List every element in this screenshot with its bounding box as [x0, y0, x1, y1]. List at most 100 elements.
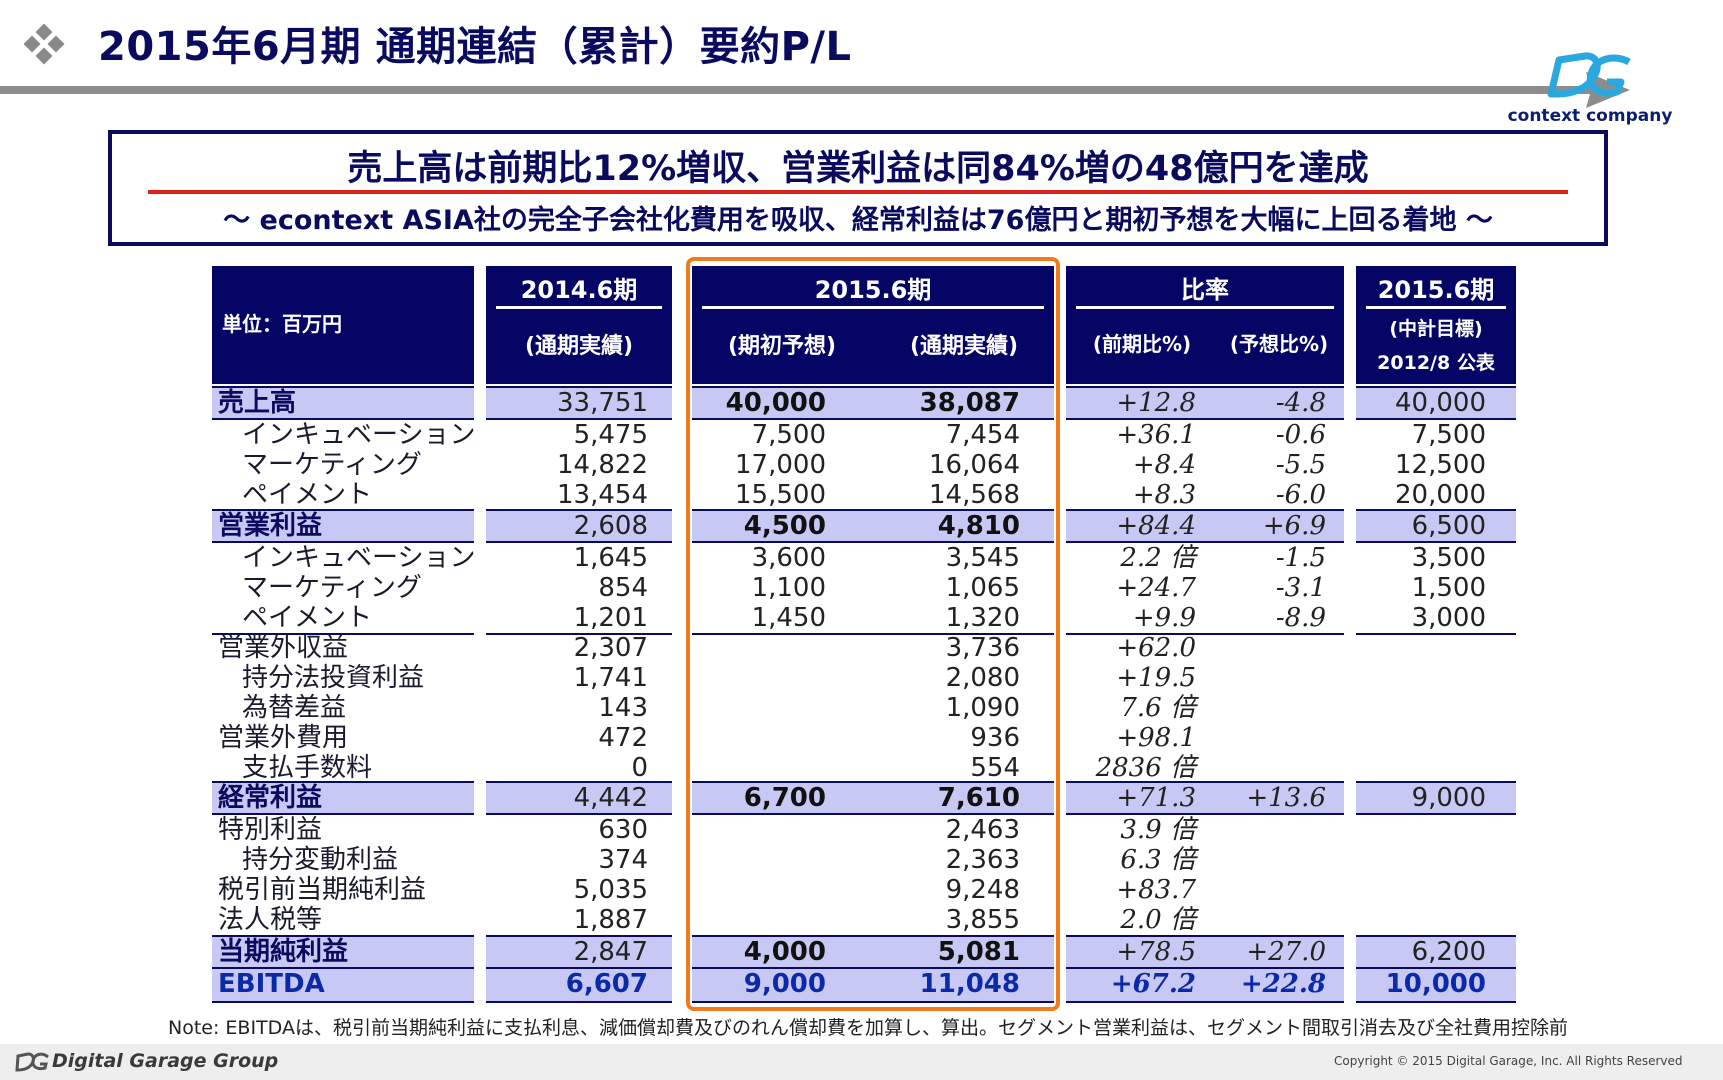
row-highlight: [1066, 936, 1344, 967]
cell-actual: 2,463: [945, 815, 1020, 845]
cell-target: 3,000: [1411, 603, 1486, 633]
cell-yoy: 2.2 倍: [1120, 543, 1196, 573]
row-rule: [1066, 967, 1344, 969]
cell-label: 持分変動利益: [242, 845, 399, 875]
cell-plan: -0.6: [1275, 420, 1326, 450]
row-rule: [1066, 1001, 1344, 1003]
row-rule: [486, 541, 672, 543]
cell-plan: +13.6: [1246, 783, 1326, 813]
row-highlight: [692, 968, 1054, 1001]
cell-target: [1356, 693, 1486, 723]
row-rule: [486, 935, 672, 937]
row-rule: [1066, 418, 1344, 420]
row-highlight: [212, 936, 474, 967]
cell-plan: -1.5: [1275, 543, 1326, 573]
row-highlight: [692, 387, 1054, 418]
header-fy2014-sub: (通期実績): [524, 334, 634, 359]
cell-label: 税引前当期純利益: [218, 875, 427, 905]
row-rule: [1356, 633, 1516, 635]
row-rule: [486, 633, 672, 635]
headline-sub: ～ econtext ASIA社の完全子会社化費用を吸収、経常利益は76億円と期…: [223, 205, 1493, 236]
row-highlight: [486, 968, 672, 1001]
row-highlight: [486, 782, 672, 813]
footer-copyright: Copyright © 2015 Digital Garage, Inc. Al…: [1334, 1054, 1683, 1068]
cell-actual: 2,363: [945, 845, 1020, 875]
cell-target: [1356, 753, 1486, 783]
row-rule: [1356, 386, 1516, 388]
row-rule: [1356, 509, 1516, 511]
cell-label: マーケティング: [242, 450, 422, 480]
header-target: 2015.6期 (中計目標) 2012/8 公表: [1356, 266, 1516, 384]
row-rule: [212, 386, 474, 388]
cell-label: ペイメント: [242, 480, 373, 510]
cell-label: ペイメント: [242, 603, 373, 633]
cell-actual: 38,087: [919, 388, 1020, 418]
row-rule: [486, 967, 672, 969]
cell-yoy: 3.9 倍: [1120, 815, 1196, 845]
row-rule: [212, 541, 474, 543]
footnote: Note: EBITDAは、税引前当期純利益に支払利息、減価償却費及びのれん償却…: [168, 1017, 1568, 1039]
row-highlight: [1356, 510, 1516, 541]
row-rule: [1356, 967, 1516, 969]
row-highlight: [1356, 782, 1516, 813]
header-ratio-yoy: (前期比%): [1092, 332, 1192, 356]
row-rule: [1066, 935, 1344, 937]
cell-target: [1356, 875, 1486, 905]
cell-plan: [1196, 693, 1326, 723]
cell-plan: [1196, 875, 1326, 905]
cell-yoy: 2.0 倍: [1120, 905, 1196, 935]
cell-actual: 4,810: [937, 511, 1020, 541]
cell-target: 3,500: [1411, 543, 1486, 573]
row-highlight: [692, 782, 1054, 813]
cell-actual: 3,855: [945, 905, 1020, 935]
row-rule: [486, 386, 672, 388]
cell-actual: 7,610: [937, 783, 1020, 813]
row-rule: [692, 935, 1054, 937]
cell-fy2014: 4,442: [573, 783, 648, 813]
cell-target: 10,000: [1385, 969, 1486, 999]
header-fy2014-title: 2014.6期: [520, 276, 638, 304]
cell-fy2014: 2,847: [573, 937, 648, 967]
cell-fy2014: 13,454: [557, 480, 648, 510]
cell-yoy: +12.8: [1116, 388, 1196, 418]
row-highlight: [692, 936, 1054, 967]
cell-actual: 554: [970, 753, 1020, 783]
cell-target: 9,000: [1411, 783, 1486, 813]
cell-actual: 3,736: [945, 633, 1020, 663]
cell-label: 営業利益: [218, 511, 323, 541]
cell-forecast: 40,000: [725, 388, 826, 418]
cell-yoy: +62.0: [1116, 633, 1196, 663]
cell-forecast: 6,700: [743, 783, 826, 813]
cell-fy2014: 2,608: [573, 511, 648, 541]
cell-actual: 14,568: [929, 480, 1020, 510]
cell-yoy: +19.5: [1116, 663, 1196, 693]
row-rule: [692, 418, 1054, 420]
cell-plan: +27.0: [1246, 937, 1326, 967]
cell-yoy: +84.4: [1116, 511, 1196, 541]
header-fy2015-actual: (通期実績): [909, 334, 1019, 359]
cell-target: 6,200: [1411, 937, 1486, 967]
cell-plan: [1196, 633, 1326, 663]
cell-plan: +6.9: [1262, 511, 1326, 541]
row-highlight: [212, 968, 474, 1001]
cell-fy2014: 5,475: [573, 420, 648, 450]
row-rule: [212, 509, 474, 511]
cell-label: 法人税等: [218, 905, 323, 935]
header-ratio-title: 比率: [1181, 276, 1229, 304]
logo-text: context company: [1507, 106, 1673, 126]
row-highlight: [1356, 936, 1516, 967]
cell-yoy: +9.9: [1132, 603, 1196, 633]
cell-actual: 1,090: [945, 693, 1020, 723]
cell-plan: [1196, 815, 1326, 845]
row-rule: [1066, 633, 1344, 635]
cell-fy2014: 1,645: [573, 543, 648, 573]
cell-actual: 7,454: [945, 420, 1020, 450]
cell-label: 為替差益: [242, 693, 347, 723]
row-highlight: [1356, 387, 1516, 418]
row-rule: [692, 386, 1054, 388]
page-title: 2015年6月期 通期連結（累計）要約P/L: [98, 24, 852, 70]
header-unit: 単位：百万円: [212, 266, 474, 384]
cell-plan: [1196, 663, 1326, 693]
cell-actual: 3,545: [945, 543, 1020, 573]
cell-target: [1356, 663, 1486, 693]
